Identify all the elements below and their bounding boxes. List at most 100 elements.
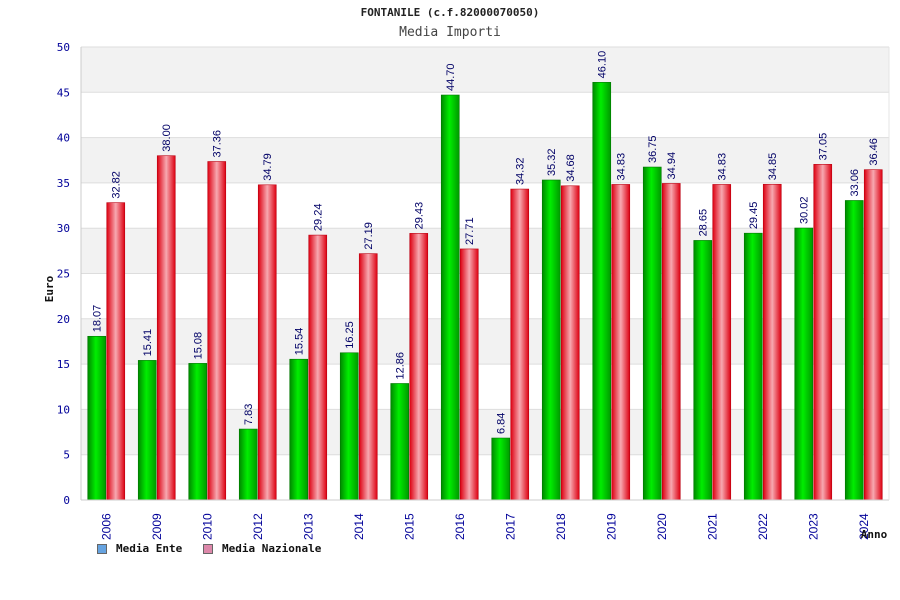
legend-item-media-nazionale: Media Nazionale [203,542,321,555]
data-label-nazionale-2020: 34.94 [666,152,678,180]
bar-ente-2015 [390,383,410,501]
data-label-nazionale-2014: 27.19 [363,222,375,250]
x-tick-label-2016: 2016 [453,513,467,540]
axes-group [80,47,890,501]
data-label-nazionale-2015: 29.43 [414,202,426,230]
bar-nazionale-2014 [358,253,378,501]
legend-item-media-ente: Media Ente [97,542,182,555]
x-tick-label-2013: 2013 [301,513,315,540]
data-label-ente-2014: 16.25 [344,321,356,349]
data-label-ente-2017: 6.84 [496,413,508,434]
bar-nazionale-2024 [863,169,883,501]
data-label-nazionale-2017: 34.32 [515,158,527,186]
y-tick-label: 15 [57,358,70,371]
y-tick-label: 25 [57,268,70,281]
bar-nazionale-2021 [712,184,732,501]
x-tick-label-2015: 2015 [402,513,416,540]
data-label-ente-2023: 30.02 [799,196,811,224]
data-label-nazionale-2023: 37.05 [818,133,830,161]
bar-nazionale-2009 [156,155,176,501]
bar-ente-2006 [87,335,107,501]
x-tick-label-2024: 2024 [857,513,871,540]
bar-nazionale-2020 [661,183,681,501]
bar-ente-2019 [592,82,612,501]
data-label-ente-2010: 15.08 [193,332,205,360]
y-tick-label: 10 [57,403,70,416]
bar-nazionale-2018 [560,185,580,501]
data-label-nazionale-2019: 34.83 [616,153,628,181]
y-tick-labels: 0 5 10 15 20 25 30 35 40 45 50 [57,41,70,507]
data-label-ente-2012: 7.83 [243,404,255,425]
y-axis-label: Euro [43,275,56,302]
bar-ente-2024 [844,200,864,501]
x-tick-label-2020: 2020 [655,513,669,540]
bar-ente-2023 [794,227,814,501]
data-label-ente-2022: 29.45 [748,202,760,230]
data-label-ente-2021: 28.65 [698,209,710,237]
legend-label-nazionale: Media Nazionale [222,542,322,555]
x-tick-label-2021: 2021 [705,513,719,540]
data-label-nazionale-2009: 38.00 [161,124,173,152]
bar-nazionale-2016 [459,248,479,501]
y-tick-label: 20 [57,313,70,326]
data-labels-group: 18.07 32.82 15.41 38.00 15.08 37.36 7.83 34.79 1… [92,51,881,434]
x-tick-label-2012: 2012 [251,513,265,540]
data-label-ente-2006: 18.07 [92,305,104,333]
x-axis-label: Anno [861,528,888,541]
bar-nazionale-2013 [308,234,328,501]
chart-title: FONTANILE (c.f.82000070050) [360,6,540,19]
x-tick-label-2017: 2017 [503,513,517,540]
bar-nazionale-2022 [762,183,782,501]
data-label-nazionale-2018: 34.68 [565,154,577,182]
bar-nazionale-2012 [257,184,277,501]
grid-band [81,47,889,93]
bar-ente-2017 [491,437,511,501]
bars-group [87,82,883,501]
bar-nazionale-2010 [207,161,227,501]
bar-ente-2016 [440,94,460,501]
bar-ente-2018 [541,179,561,501]
bar-ente-2010 [188,363,208,501]
x-tick-labels: 2006 2009 2010 2012 2013 2014 2015 2016 2017 2018… [99,513,871,540]
y-tick-label: 50 [57,41,70,54]
data-label-nazionale-2010: 37.36 [212,130,224,158]
bar-ente-2020 [642,166,662,501]
legend-label-ente: Media Ente [116,542,183,555]
bar-ente-2009 [137,360,157,501]
data-label-nazionale-2021: 34.83 [717,153,729,181]
bar-ente-2022 [743,232,763,501]
x-tick-label-2023: 2023 [806,513,820,540]
data-label-nazionale-2016: 27.71 [464,217,476,245]
y-tick-label: 30 [57,222,70,235]
x-tick-label-2014: 2014 [352,513,366,540]
legend-swatch-ente [97,543,107,554]
data-label-nazionale-2024: 36.46 [868,138,880,166]
bar-nazionale-2006 [106,202,126,501]
x-tick-label-2009: 2009 [150,513,164,540]
bar-nazionale-2019 [611,184,631,501]
x-tick-label-2019: 2019 [604,513,618,540]
bar-ente-2014 [339,352,359,501]
legend-swatch-nazionale [203,543,213,554]
data-label-ente-2020: 36.75 [647,136,659,164]
data-label-nazionale-2022: 34.85 [767,153,779,181]
y-tick-label: 40 [57,132,70,145]
data-label-ente-2013: 15.54 [294,328,306,356]
bar-ente-2012 [238,428,258,501]
x-tick-label-2006: 2006 [99,513,113,540]
chart-subtitle: Media Importi [399,25,501,40]
data-label-nazionale-2006: 32.82 [111,171,123,199]
data-label-ente-2024: 33.06 [849,169,861,197]
bar-nazionale-2015 [409,233,429,501]
bar-ente-2021 [693,240,713,501]
data-label-ente-2009: 15.41 [142,329,154,357]
bar-nazionale-2017 [510,188,530,501]
data-label-ente-2018: 35.32 [546,148,558,176]
bar-ente-2013 [289,358,309,501]
y-tick-label: 35 [57,177,70,190]
data-label-nazionale-2013: 29.24 [313,204,325,232]
data-label-ente-2019: 46.10 [597,51,609,79]
data-label-ente-2015: 12.86 [395,352,407,380]
y-tick-label: 5 [63,449,70,462]
